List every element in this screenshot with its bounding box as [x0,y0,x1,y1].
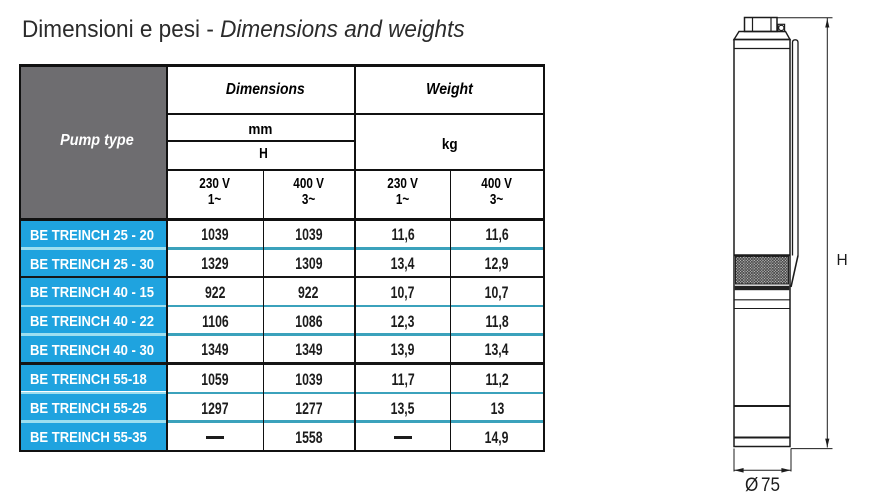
svg-text:H: H [837,252,848,269]
svg-text:Ø75: Ø 75 [745,474,780,495]
